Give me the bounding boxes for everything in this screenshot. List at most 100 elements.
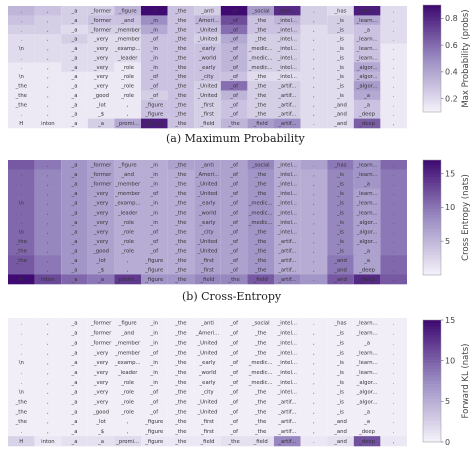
heatmap-cell [34,90,62,101]
heatmap-cell [114,406,141,417]
cell-token: _of [229,239,238,245]
heatmap-cell [247,245,274,256]
cell-token: . [393,258,395,264]
cell-token: _learn... [356,172,378,178]
heatmap-cell [167,357,195,368]
colorbar-step [423,191,441,195]
heatmap-cell [141,406,168,417]
colorbar-step [423,206,441,210]
heatmap-cell [87,327,115,338]
cell-token: _algor... [356,399,378,405]
cell-token: _a [71,419,78,425]
cell-token: _is [336,172,344,178]
heatmap-cell [247,255,274,266]
cell-token: _learn... [356,331,378,337]
heatmap-cell [87,416,115,427]
heatmap-cell [353,264,381,275]
cell-token: . [20,55,22,61]
heatmap-cell [167,99,195,110]
cell-token: _the [174,18,186,24]
heatmap-cell [380,347,407,358]
cell-token: . [393,182,395,188]
cell-token: _figure [118,321,137,327]
colorbar-step [423,177,441,181]
cell-token: _figure [144,429,163,435]
colorbar-step [423,240,441,244]
heatmap-cell [61,99,88,110]
heatmap-cell [8,226,35,237]
heatmap-cell [300,386,328,398]
heatmap-cell [61,15,88,26]
colorbar-tick-label: 0.8 [445,14,458,23]
cell-token: _former [90,27,112,33]
cell-token: _United [196,399,217,405]
heatmap-cell [327,24,354,35]
heatmap-cell [114,90,141,101]
colorbar-step [423,359,441,364]
heatmap-cell [87,245,115,256]
cell-token: , [313,229,315,235]
cell-token: . [20,220,22,226]
cell-token: _a [71,350,78,356]
heatmap-cell [61,236,88,247]
cell-token: _the [254,331,266,337]
cell-token: _medic... [248,46,273,52]
heatmap-cell [34,52,62,63]
cell-token: _a [71,399,78,405]
cell-token: _a [71,84,78,90]
cell-token: _figure [144,267,163,273]
cell-token: , [393,439,395,445]
cell-token: _the [254,172,266,178]
heatmap-cell [300,34,328,44]
cell-token: _of [149,390,158,396]
cell-token: _the [174,65,186,71]
heatmap-cell [327,217,354,228]
heatmap-cell [327,396,354,407]
cell-token: _the [174,248,186,254]
cell-token: _world [198,210,216,216]
heatmap-cell [380,255,407,266]
heatmap-cell [114,34,141,44]
heatmap-cell [327,169,354,180]
cell-token: _the [174,201,186,207]
cell-token: _a [97,439,104,445]
heatmap-cell [327,337,354,348]
cell-token: _the [174,419,186,425]
cell-token: _the [174,439,186,445]
cell-token: _learn... [356,191,378,197]
heatmap-cell [61,426,88,437]
heatmap-panel-2: ., _a _former _figure _in _the _anti _of _social… [8,160,407,285]
cell-token: . [393,172,395,178]
cell-token: _a [71,27,78,33]
cell-token: , [47,112,49,118]
heatmap-cell [87,81,115,91]
heatmap-cell [300,118,328,129]
cell-token: . [393,248,395,254]
heatmap-cell [61,207,88,218]
heatmap-cell [247,81,274,91]
cell-token: . [20,350,22,356]
colorbar-step [423,208,441,213]
cell-token: , [393,121,395,127]
cell-token: _and [120,172,134,178]
heatmap-cell [141,118,168,129]
heatmap-cell [61,377,88,388]
cell-token: _artif... [277,102,296,108]
heatmap-cell [87,217,115,228]
heatmap-cell [8,318,35,329]
heatmap-cell [380,396,407,407]
cell-token: _the [174,390,186,396]
cell-token: _a [71,172,78,178]
heatmap-cell [300,255,328,266]
heatmap-cell [247,62,274,72]
cell-token: . [20,321,22,327]
heatmap-cell [380,264,407,275]
cell-token: _is [336,370,344,376]
colorbar-step [423,71,441,75]
heatmap-cell [34,406,62,417]
heatmap-cell [114,15,141,26]
cell-token: _artif... [277,439,296,445]
cell-token: , [313,210,315,216]
heatmap-cell [194,264,221,275]
heatmap-cell [61,160,88,170]
